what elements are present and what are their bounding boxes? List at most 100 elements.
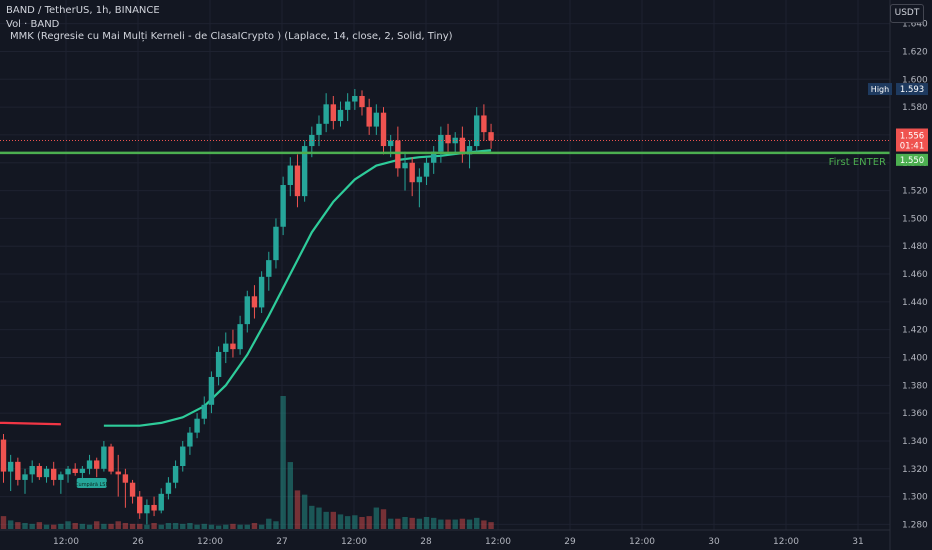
candle-body[interactable]: [366, 107, 372, 127]
candle-body[interactable]: [474, 115, 480, 147]
candle-body[interactable]: [215, 351, 222, 377]
candle-body[interactable]: [352, 95, 358, 102]
volume-bar: [187, 522, 193, 529]
candle-body[interactable]: [316, 123, 322, 135]
candle-body[interactable]: [151, 504, 157, 511]
candle-body[interactable]: [280, 185, 286, 227]
candle-body[interactable]: [466, 146, 473, 155]
currency-button[interactable]: USDT: [890, 4, 924, 23]
candle-body[interactable]: [402, 162, 408, 169]
candle-body[interactable]: [337, 109, 344, 122]
candle-body[interactable]: [43, 468, 50, 478]
candle-body[interactable]: [301, 146, 308, 197]
candle-body[interactable]: [287, 165, 293, 186]
candle-body[interactable]: [266, 260, 272, 277]
volume-bar: [22, 522, 28, 529]
volume-bar: [86, 524, 93, 529]
candle-body[interactable]: [36, 466, 43, 478]
candle-body[interactable]: [230, 343, 236, 350]
candle-body[interactable]: [129, 482, 136, 497]
candle-body[interactable]: [50, 468, 57, 480]
candle-body[interactable]: [158, 493, 164, 511]
candle-body[interactable]: [459, 137, 466, 155]
candle-body[interactable]: [481, 115, 487, 133]
candle-body[interactable]: [330, 104, 337, 122]
candle-body[interactable]: [452, 137, 458, 144]
candle-body[interactable]: [187, 432, 193, 447]
volume-bar: [301, 494, 308, 529]
candle-body[interactable]: [79, 468, 86, 473]
candle-body[interactable]: [58, 474, 64, 480]
candle-body[interactable]: [65, 468, 71, 475]
volume-bar: [36, 522, 43, 529]
candle-body[interactable]: [423, 162, 430, 177]
volume-bar: [488, 522, 494, 529]
candle-body[interactable]: [409, 162, 415, 183]
candle-body[interactable]: [72, 468, 78, 473]
candle-body[interactable]: [180, 446, 186, 467]
volume-bar: [287, 462, 293, 529]
candle-body[interactable]: [431, 151, 437, 163]
volume-bar: [50, 524, 57, 529]
candle-body[interactable]: [172, 466, 179, 483]
time-tick-label: 31: [852, 537, 863, 547]
candle-body[interactable]: [488, 132, 494, 141]
candle-body[interactable]: [165, 482, 172, 494]
candle-body[interactable]: [201, 404, 207, 419]
candle-body[interactable]: [395, 140, 401, 169]
candle-body[interactable]: [15, 461, 21, 480]
volume-bar: [230, 523, 236, 529]
volume-bar: [481, 520, 487, 529]
candle-body[interactable]: [94, 460, 100, 469]
candle-body[interactable]: [416, 176, 423, 183]
candle-body[interactable]: [7, 461, 14, 472]
candle-body[interactable]: [22, 474, 28, 480]
candle-body[interactable]: [380, 112, 387, 147]
volume-bar: [122, 522, 129, 529]
candle-body[interactable]: [208, 376, 215, 405]
candle-body[interactable]: [294, 165, 301, 197]
candle-body[interactable]: [101, 446, 107, 469]
candle-body[interactable]: [194, 418, 200, 433]
candle-body[interactable]: [29, 466, 35, 475]
volume-bar: [237, 524, 243, 529]
high-tag: [868, 83, 892, 96]
candle-body[interactable]: [244, 296, 250, 325]
volume-bar: [101, 523, 107, 529]
candle-body[interactable]: [223, 343, 229, 352]
candle-body[interactable]: [137, 496, 143, 514]
candle-body[interactable]: [144, 504, 150, 514]
candle-body[interactable]: [86, 460, 93, 469]
candle-body[interactable]: [359, 95, 365, 108]
current-price-label: 1.556: [900, 131, 924, 141]
candle-body[interactable]: [108, 446, 114, 472]
price-tick-label: 1.420: [902, 326, 928, 336]
volume-bar: [280, 396, 286, 529]
volume-bar: [330, 511, 337, 529]
candle-body[interactable]: [323, 104, 329, 124]
candle-body[interactable]: [445, 134, 451, 144]
candle-body[interactable]: [344, 101, 351, 110]
candle-body[interactable]: [273, 226, 279, 261]
volume-bar: [309, 505, 315, 529]
candle-body[interactable]: [122, 474, 129, 483]
volume-bar: [43, 524, 50, 529]
candle-body[interactable]: [438, 134, 444, 152]
candle-body[interactable]: [115, 471, 121, 475]
candle-body[interactable]: [387, 140, 394, 147]
price-tick-label: 1.280: [902, 520, 928, 530]
candle-body[interactable]: [251, 296, 258, 308]
candle-body[interactable]: [0, 439, 7, 472]
volume-bar: [94, 521, 100, 529]
candle-body[interactable]: [258, 276, 265, 308]
volume-bar: [459, 518, 466, 529]
buy-signal-badge: [76, 478, 107, 488]
candle-body[interactable]: [309, 134, 315, 147]
volume-bar: [452, 519, 458, 529]
volume-legend: Vol · BAND: [6, 19, 60, 30]
price-tick-label: 1.480: [902, 242, 928, 252]
candle-body[interactable]: [373, 112, 380, 127]
candle-body[interactable]: [237, 324, 243, 350]
current-price-tag: [896, 128, 928, 152]
